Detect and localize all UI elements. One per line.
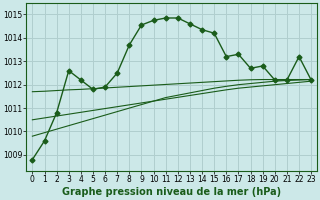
X-axis label: Graphe pression niveau de la mer (hPa): Graphe pression niveau de la mer (hPa) [62, 187, 281, 197]
